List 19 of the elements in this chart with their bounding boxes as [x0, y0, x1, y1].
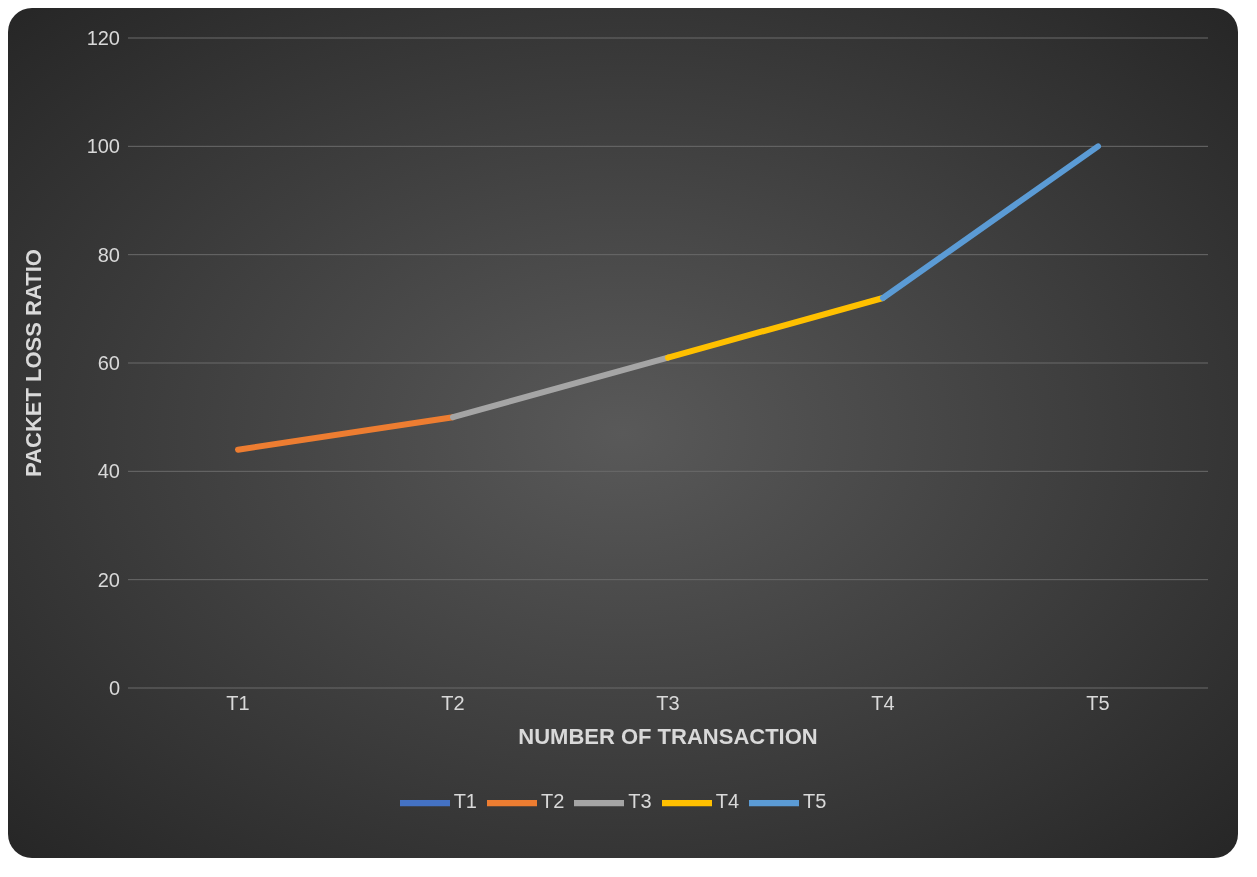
- y-tick-label: 120: [86, 27, 120, 50]
- y-tick-label: 100: [86, 135, 120, 158]
- legend-label: T4: [715, 790, 740, 813]
- x-tick-label: T1: [226, 692, 250, 715]
- legend-label: T2: [540, 790, 565, 813]
- y-tick-label: 0: [108, 677, 120, 700]
- y-tick-label: 20: [97, 568, 120, 591]
- y-tick-label: 80: [97, 243, 120, 266]
- x-axis-title: NUMBER OF TRANSACTION: [518, 723, 818, 749]
- x-tick-label: T3: [656, 692, 680, 715]
- x-tick-label: T2: [441, 692, 465, 715]
- x-tick-label: T4: [871, 692, 895, 715]
- x-tick-label: T5: [1086, 692, 1110, 715]
- legend-label: T3: [628, 790, 652, 813]
- legend-label: T5: [803, 790, 827, 813]
- y-tick-label: 40: [97, 460, 120, 483]
- y-axis-title: PACKET LOSS RATIO: [20, 249, 46, 477]
- y-tick-label: 60: [97, 352, 120, 375]
- legend-label: T1: [453, 790, 477, 813]
